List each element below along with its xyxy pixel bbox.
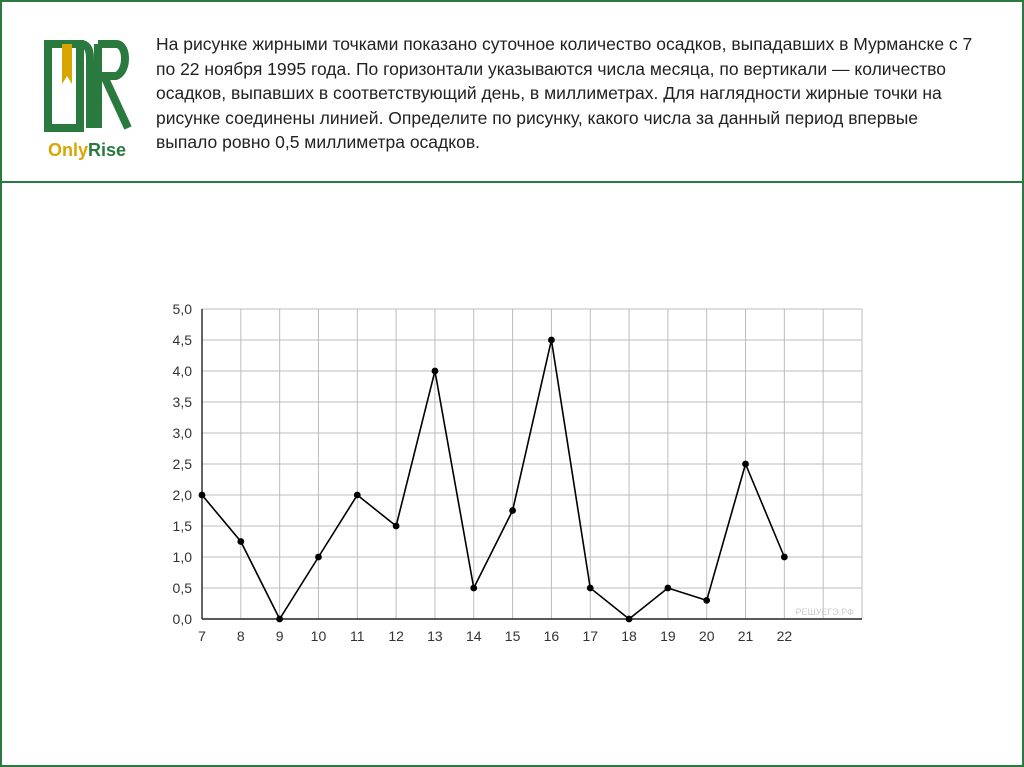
onlyrise-logo-icon — [42, 32, 132, 132]
svg-text:7: 7 — [198, 628, 206, 644]
svg-text:0,5: 0,5 — [173, 580, 193, 596]
logo-text-rise: Rise — [88, 140, 126, 160]
svg-text:2,0: 2,0 — [173, 487, 193, 503]
svg-text:5,0: 5,0 — [173, 301, 193, 317]
svg-text:4,5: 4,5 — [173, 332, 193, 348]
svg-text:11: 11 — [350, 628, 365, 644]
page-frame: OnlyRise На рисунке жирными точками пока… — [0, 0, 1024, 767]
chart-area: 0,0 0,5 1,0 1,5 2,0 2,5 3,0 3,5 4,0 4,5 5,0 7 8 9 10 11… — [2, 183, 1022, 765]
chart-watermark: РЕШУЕГЭ.РФ — [795, 607, 854, 617]
svg-text:3,0: 3,0 — [173, 425, 193, 441]
svg-text:9: 9 — [276, 628, 284, 644]
svg-text:1,0: 1,0 — [173, 549, 193, 565]
svg-text:8: 8 — [237, 628, 245, 644]
logo-text-only: Only — [48, 140, 88, 160]
svg-text:19: 19 — [660, 628, 676, 644]
svg-text:22: 22 — [777, 628, 793, 644]
svg-text:16: 16 — [544, 628, 560, 644]
svg-text:4,0: 4,0 — [173, 363, 193, 379]
svg-text:13: 13 — [427, 628, 443, 644]
header: OnlyRise На рисунке жирными точками пока… — [2, 2, 1022, 183]
logo-text: OnlyRise — [48, 140, 126, 161]
svg-text:10: 10 — [311, 628, 327, 644]
problem-text: На рисунке жирными точками показано суто… — [156, 32, 982, 161]
svg-text:3,5: 3,5 — [173, 394, 193, 410]
svg-text:14: 14 — [466, 628, 482, 644]
line-chart: 0,0 0,5 1,0 1,5 2,0 2,5 3,0 3,5 4,0 4,5 5,0 7 8 9 10 11… — [142, 294, 882, 654]
svg-text:20: 20 — [699, 628, 715, 644]
logo: OnlyRise — [42, 32, 132, 161]
svg-text:0,0: 0,0 — [173, 611, 193, 627]
svg-text:12: 12 — [388, 628, 404, 644]
svg-text:2,5: 2,5 — [173, 456, 193, 472]
svg-text:1,5: 1,5 — [173, 518, 193, 534]
svg-text:21: 21 — [738, 628, 754, 644]
svg-text:15: 15 — [505, 628, 521, 644]
svg-text:17: 17 — [582, 628, 598, 644]
svg-text:18: 18 — [621, 628, 637, 644]
